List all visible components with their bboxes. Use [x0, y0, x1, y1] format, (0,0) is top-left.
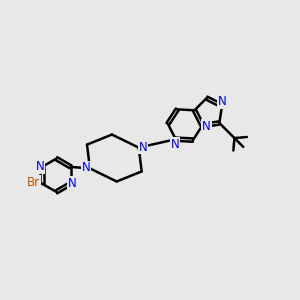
Text: N: N [171, 138, 179, 151]
Text: N: N [218, 95, 227, 108]
Text: N: N [81, 161, 90, 174]
Text: Br: Br [27, 176, 40, 189]
Text: N: N [139, 140, 147, 154]
Text: N: N [36, 160, 45, 173]
Text: N: N [202, 120, 211, 133]
Text: N: N [68, 177, 77, 190]
